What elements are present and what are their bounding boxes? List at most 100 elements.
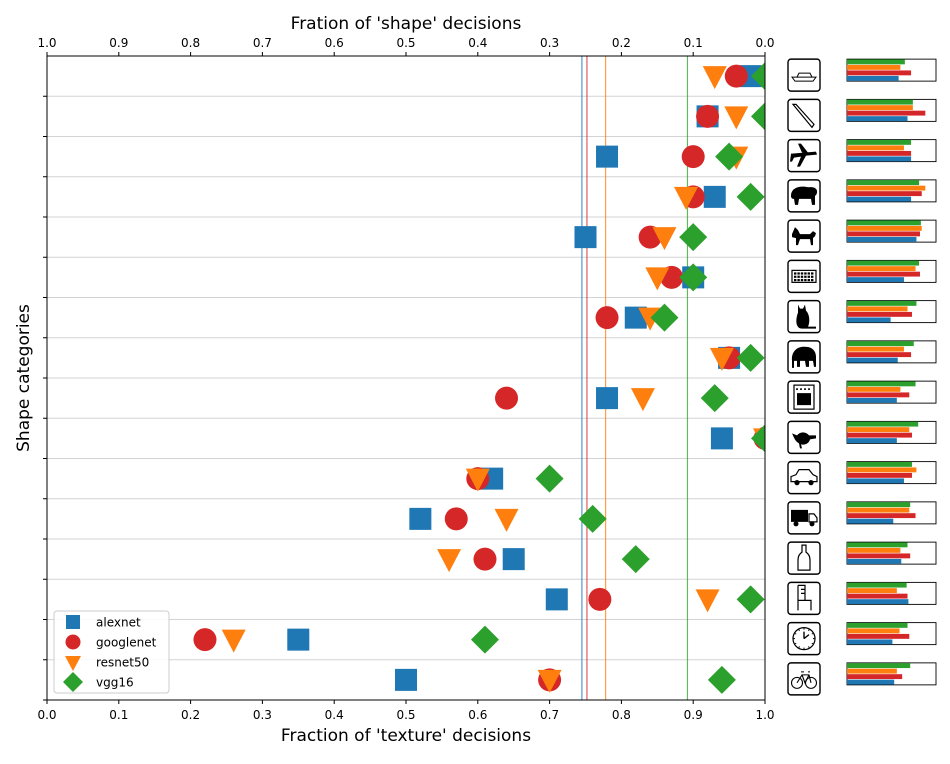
bar-panel-bear <box>846 179 937 203</box>
marker-alexnet-airplane <box>596 145 619 168</box>
bar-resnet50-bear <box>847 185 926 191</box>
bar-panel-bicycle <box>846 662 937 686</box>
marker-alexnet-oven <box>596 387 619 410</box>
category-icons <box>787 58 821 696</box>
bar-vgg16-boat <box>847 59 905 65</box>
bar-googlenet-chair <box>847 593 908 599</box>
axes: 0.0 0.1 0.2 0.3 0.4 0.5 0.6 0.7 0.8 0.9 1.0 1.0 0.9 0… <box>37 36 774 722</box>
marker-resnet50-elephant <box>709 347 734 371</box>
bird-icon <box>787 420 821 455</box>
bar-resnet50-oven <box>847 386 901 392</box>
marker-googlenet-airplane <box>681 145 705 169</box>
marker-googlenet-cat <box>595 306 619 330</box>
bar-panel-keyboard <box>846 259 937 283</box>
marker-googlenet-oven <box>495 386 519 410</box>
marker-vgg16-bear <box>736 182 765 211</box>
bar-alexnet-bottle <box>847 558 902 564</box>
bar-googlenet-bear <box>847 191 922 197</box>
marker-alexnet-bottle <box>502 548 525 571</box>
x-tick-label: 0.6 <box>468 708 487 722</box>
bar-googlenet-airplane <box>847 150 912 156</box>
bar-resnet50-keyboard <box>847 266 916 272</box>
bar-panel-bird <box>846 420 937 444</box>
bar-panel-knife <box>846 98 937 122</box>
bar-vgg16-bird <box>847 421 919 427</box>
top-x-tick-label: 0.7 <box>253 36 272 50</box>
marker-googlenet-knife <box>696 104 720 128</box>
bar-panel-car <box>846 461 937 485</box>
marker-alexnet-truck <box>409 507 432 530</box>
x-tick-label: 0.7 <box>540 708 559 722</box>
boat-icon <box>787 58 821 92</box>
marker-vgg16-bicycle <box>707 665 736 694</box>
marker-alexnet-dog <box>574 226 597 249</box>
legend-box <box>53 610 170 694</box>
marker-resnet50-boat <box>702 66 727 90</box>
bar-resnet50-clock <box>847 628 900 634</box>
top-x-axis-label: Fration of 'shape' decisions <box>291 14 522 34</box>
legend-marker-googlenet <box>65 634 81 650</box>
bar-resnet50-chair <box>847 588 897 594</box>
bar-alexnet-clock <box>847 639 893 645</box>
marker-vgg16-car <box>535 464 564 493</box>
marker-vgg16-cat <box>650 303 679 332</box>
bar-alexnet-chair <box>847 599 909 605</box>
bar-googlenet-keyboard <box>847 271 920 277</box>
marker-vgg16-knife <box>751 102 765 131</box>
legend-label-alexnet: alexnet <box>96 616 141 630</box>
marker-vgg16-boat <box>751 62 765 91</box>
cat-icon <box>787 299 821 334</box>
bar-alexnet-oven <box>847 397 897 403</box>
marker-resnet50-dog <box>652 227 677 251</box>
bar-alexnet-boat <box>847 75 899 81</box>
bar-googlenet-dog <box>847 231 920 237</box>
marker-vgg16-bird <box>751 424 765 453</box>
bar-panel-cat <box>846 300 937 324</box>
bar-googlenet-cat <box>847 311 912 317</box>
bar-resnet50-bottle <box>847 547 901 553</box>
marker-resnet50-bicycle <box>537 669 562 693</box>
bar-googlenet-oven <box>847 392 910 398</box>
marker-googlenet-bottle <box>473 547 497 571</box>
legend-marker-resnet50 <box>65 656 81 671</box>
legend-label-googlenet: googlenet <box>96 636 157 650</box>
top-x-tick-label: 0.1 <box>684 36 703 50</box>
marker-vgg16-keyboard <box>679 263 708 292</box>
x-axis-label: Fraction of 'texture' decisions <box>281 726 531 746</box>
bar-vgg16-bicycle <box>847 663 911 669</box>
bar-vgg16-clock <box>847 622 908 628</box>
marker-alexnet-clock <box>287 628 310 651</box>
marker-resnet50-oven <box>630 388 655 412</box>
bar-vgg16-car <box>847 461 912 467</box>
bar-resnet50-elephant <box>847 346 904 352</box>
bar-resnet50-bird <box>847 427 910 433</box>
bar-resnet50-car <box>847 467 917 473</box>
oven-icon <box>787 380 821 414</box>
marker-resnet50-chair <box>695 589 720 613</box>
bar-panel-boat <box>846 58 937 82</box>
x-tick-label: 0.2 <box>181 708 200 722</box>
bar-alexnet-dog <box>847 236 917 242</box>
legend-label-resnet50: resnet50 <box>96 656 149 670</box>
marker-alexnet-bird <box>710 427 733 450</box>
x-tick-label: 0.5 <box>396 708 415 722</box>
marker-vgg16-oven <box>700 384 729 413</box>
knife-icon <box>787 98 821 133</box>
bar-panel-truck <box>846 501 937 525</box>
bar-vgg16-elephant <box>847 341 914 347</box>
bear-icon <box>787 179 821 213</box>
bar-vgg16-airplane <box>847 139 912 145</box>
bar-googlenet-clock <box>847 633 910 639</box>
x-tick-label: 0.4 <box>325 708 344 722</box>
x-tick-label: 0.1 <box>109 708 128 722</box>
bar-googlenet-bird <box>847 432 912 438</box>
bar-googlenet-bottle <box>847 553 911 559</box>
x-tick-label: 0.3 <box>253 708 272 722</box>
bar-alexnet-knife <box>847 116 908 122</box>
marker-vgg16-clock <box>470 625 499 654</box>
marker-resnet50-car <box>465 468 490 492</box>
marker-resnet50-truck <box>494 508 519 532</box>
bar-resnet50-truck <box>847 507 910 513</box>
marker-vgg16-airplane <box>715 142 744 171</box>
